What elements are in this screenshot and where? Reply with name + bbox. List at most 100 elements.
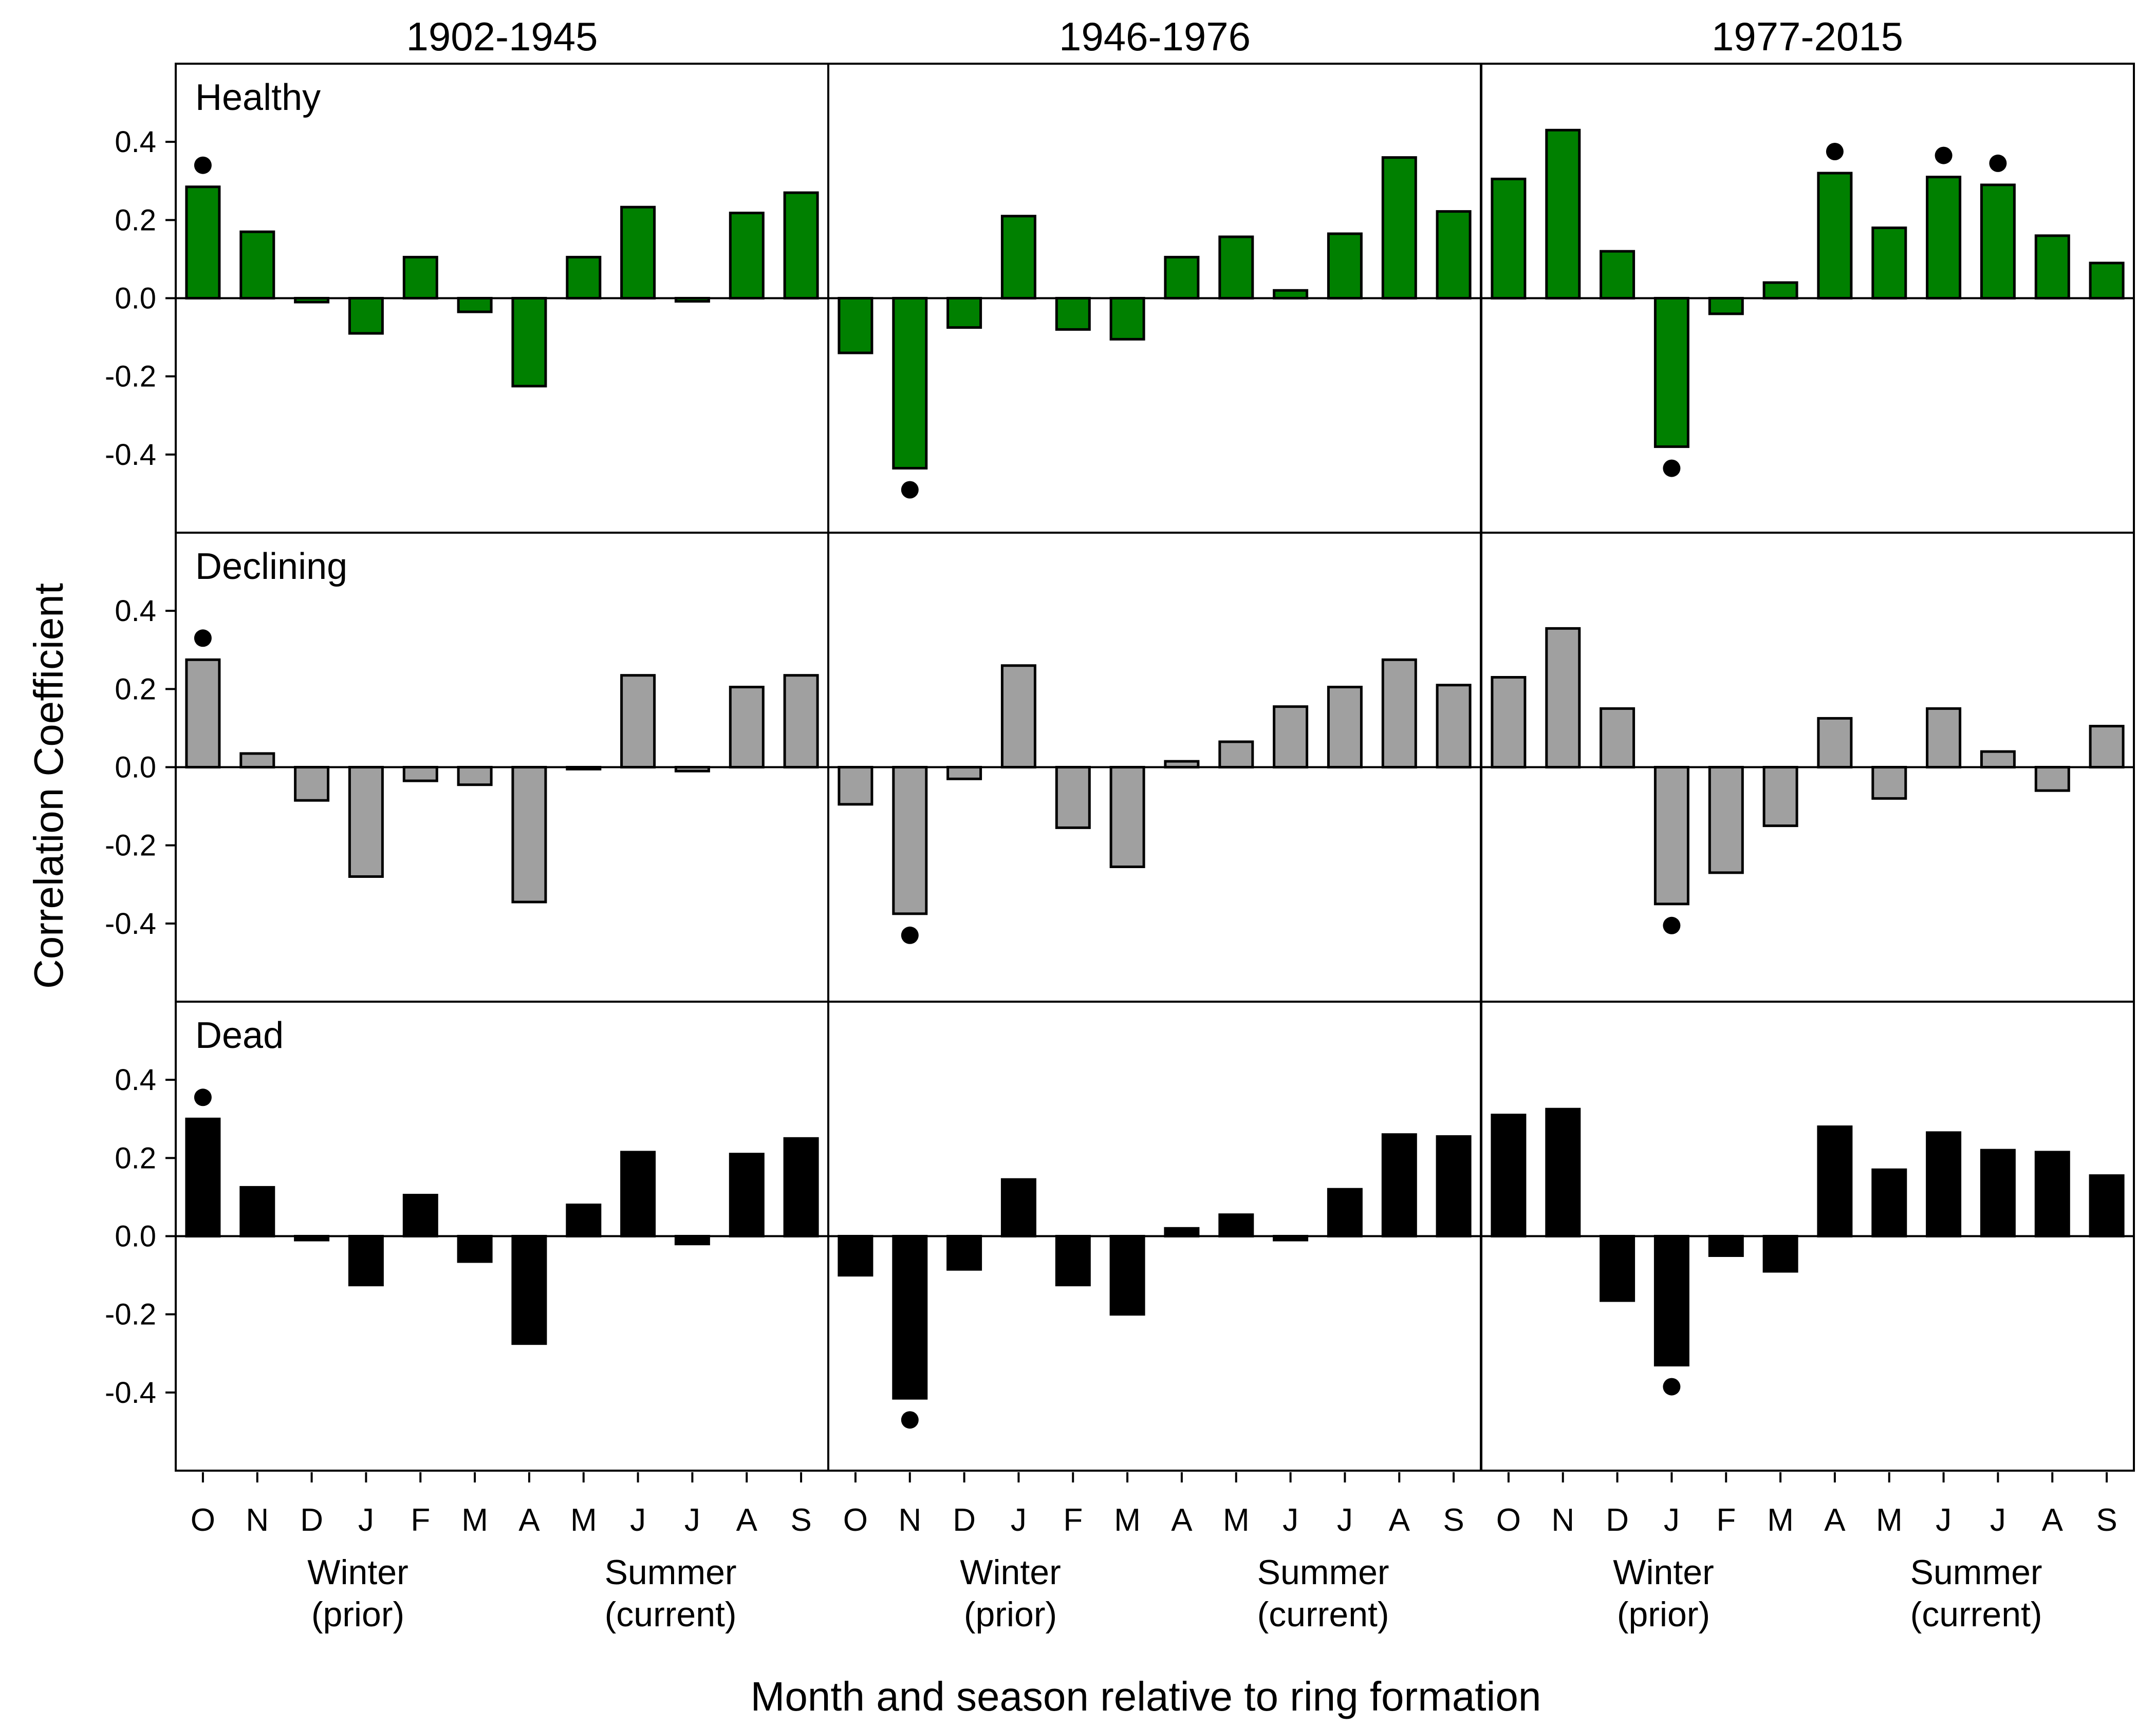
bar-dead-1902-1945-10 bbox=[729, 1153, 765, 1237]
x-tick-label-A: A bbox=[518, 1502, 540, 1538]
bar-dead-1977-2015-4 bbox=[1708, 1235, 1744, 1257]
bar-healthy-1946-1976-3 bbox=[1000, 215, 1036, 300]
bar-healthy-1902-1945-10 bbox=[729, 212, 765, 299]
x-tick-label-S: S bbox=[2096, 1502, 2117, 1538]
panel-frame bbox=[1480, 1001, 2135, 1472]
x-tick-label-M: M bbox=[1223, 1502, 1250, 1538]
panel-dead-1946-1976 bbox=[827, 1001, 1482, 1472]
bar-declining-1977-2015-11 bbox=[2089, 725, 2125, 768]
x-tick-label-S: S bbox=[1443, 1502, 1464, 1538]
bar-dead-1977-2015-5 bbox=[1762, 1235, 1798, 1273]
bar-declining-1977-2015-5 bbox=[1762, 766, 1798, 828]
bar-healthy-1977-2015-8 bbox=[1926, 176, 1962, 299]
bar-dead-1977-2015-9 bbox=[1980, 1149, 2016, 1238]
bar-dead-1902-1945-11 bbox=[783, 1137, 819, 1238]
bar-dead-1946-1976-5 bbox=[1109, 1235, 1145, 1316]
season-label-line1: Winter bbox=[960, 1553, 1061, 1592]
panel-dead-1977-2015 bbox=[1480, 1001, 2135, 1472]
bar-declining-1902-1945-8 bbox=[620, 674, 656, 768]
x-tick-label-M: M bbox=[570, 1502, 597, 1538]
bar-declining-1977-2015-9 bbox=[1980, 750, 2016, 768]
season-label-line2: (prior) bbox=[964, 1595, 1057, 1634]
significance-dot-healthy-1946-1976-1 bbox=[901, 481, 919, 499]
bar-healthy-1902-1945-4 bbox=[402, 256, 438, 300]
significance-dot-dead-1977-2015-3 bbox=[1663, 1378, 1681, 1396]
season-label-line1: Summer bbox=[1910, 1553, 2042, 1592]
bar-declining-1902-1945-3 bbox=[348, 766, 384, 878]
bar-declining-1946-1976-8 bbox=[1273, 705, 1309, 768]
bar-healthy-1902-1945-5 bbox=[457, 297, 493, 313]
bar-healthy-1946-1976-10 bbox=[1381, 156, 1417, 299]
bar-dead-1977-2015-1 bbox=[1545, 1107, 1581, 1237]
y-tick-label: 0.0 bbox=[115, 751, 156, 784]
panel-dead-1902-1945 bbox=[175, 1001, 829, 1472]
significance-dot-healthy-1977-2015-3 bbox=[1663, 459, 1681, 477]
x-tick-label-F: F bbox=[1063, 1502, 1083, 1538]
y-tick-label: 0.0 bbox=[115, 282, 156, 315]
season-label-line2: (prior) bbox=[311, 1595, 404, 1634]
period-titles: 1902-1945 1946-1976 1977-2015 bbox=[406, 14, 1903, 59]
bar-declining-1946-1976-5 bbox=[1109, 766, 1145, 868]
season-label-line2: (current) bbox=[1257, 1595, 1389, 1634]
bar-dead-1946-1976-11 bbox=[1436, 1135, 1472, 1237]
y-tick-label: 0.0 bbox=[115, 1220, 156, 1253]
bar-healthy-1946-1976-1 bbox=[892, 297, 928, 469]
y-tick-label: 0.4 bbox=[115, 1063, 156, 1097]
x-tick-label-D: D bbox=[953, 1502, 976, 1538]
x-tick-label-M: M bbox=[1767, 1502, 1794, 1538]
season-label-line2: (prior) bbox=[1617, 1595, 1710, 1634]
y-tick-label: -0.4 bbox=[105, 1376, 156, 1410]
bar-declining-1946-1976-7 bbox=[1218, 740, 1254, 768]
bar-dead-1946-1976-7 bbox=[1218, 1213, 1254, 1237]
bar-healthy-1977-2015-2 bbox=[1600, 250, 1635, 300]
x-tick-label-J: J bbox=[630, 1502, 646, 1538]
y-tick-label: -0.4 bbox=[105, 438, 156, 472]
bar-dead-1977-2015-10 bbox=[2034, 1151, 2070, 1237]
x-tick-label-A: A bbox=[1389, 1502, 1410, 1538]
panel-grid: Healthy Declining Dead bbox=[175, 63, 2135, 1472]
bar-healthy-1946-1976-11 bbox=[1436, 210, 1472, 299]
bar-declining-1902-1945-5 bbox=[457, 766, 493, 786]
x-tick-label-N: N bbox=[246, 1502, 269, 1538]
bar-healthy-1977-2015-4 bbox=[1708, 297, 1744, 315]
bar-declining-1977-2015-3 bbox=[1653, 766, 1689, 906]
x-tick-label-N: N bbox=[1551, 1502, 1574, 1538]
bar-declining-1977-2015-4 bbox=[1708, 766, 1744, 874]
bar-dead-1977-2015-8 bbox=[1926, 1131, 1962, 1237]
bar-declining-1946-1976-4 bbox=[1055, 766, 1091, 829]
panel-declining-1902-1945 bbox=[175, 532, 829, 1003]
bar-dead-1902-1945-1 bbox=[239, 1186, 275, 1237]
bar-declining-1902-1945-4 bbox=[402, 766, 438, 782]
bar-dead-1946-1976-0 bbox=[838, 1235, 873, 1277]
bar-healthy-1977-2015-9 bbox=[1980, 183, 2016, 299]
bar-healthy-1902-1945-11 bbox=[783, 191, 819, 299]
x-tick-label-O: O bbox=[191, 1502, 215, 1538]
panel-label-dead: Dead bbox=[195, 1015, 284, 1056]
bar-healthy-1902-1945-1 bbox=[239, 230, 275, 300]
significance-dot-healthy-1977-2015-8 bbox=[1935, 146, 1953, 164]
x-tick-label-M: M bbox=[1114, 1502, 1141, 1538]
x-tick-label-D: D bbox=[300, 1502, 323, 1538]
panel-label-healthy: Healthy bbox=[195, 77, 321, 118]
x-tick-label-J: J bbox=[1990, 1502, 2006, 1538]
y-tick-label: -0.2 bbox=[105, 829, 156, 862]
bar-healthy-1902-1945-7 bbox=[566, 256, 602, 300]
panel-declining-1977-2015 bbox=[1480, 532, 2135, 1003]
bar-declining-1977-2015-0 bbox=[1491, 676, 1527, 768]
x-axis-title: Month and season relative to ring format… bbox=[751, 1674, 1541, 1719]
bar-declining-1946-1976-0 bbox=[838, 766, 873, 806]
panel-healthy-1946-1976 bbox=[827, 63, 1482, 534]
panel-healthy-1902-1945 bbox=[175, 63, 829, 534]
bar-healthy-1946-1976-8 bbox=[1273, 289, 1309, 299]
bar-healthy-1946-1976-5 bbox=[1109, 297, 1145, 341]
bar-healthy-1946-1976-2 bbox=[946, 297, 982, 329]
bar-dead-1977-2015-2 bbox=[1600, 1235, 1635, 1302]
bar-healthy-1977-2015-11 bbox=[2089, 261, 2125, 299]
season-label-line1: Summer bbox=[1257, 1553, 1389, 1592]
significance-dot-healthy-1977-2015-6 bbox=[1826, 143, 1844, 160]
x-tick-label-M: M bbox=[461, 1502, 488, 1538]
bar-declining-1977-2015-10 bbox=[2034, 766, 2070, 792]
bar-declining-1902-1945-1 bbox=[239, 752, 275, 769]
